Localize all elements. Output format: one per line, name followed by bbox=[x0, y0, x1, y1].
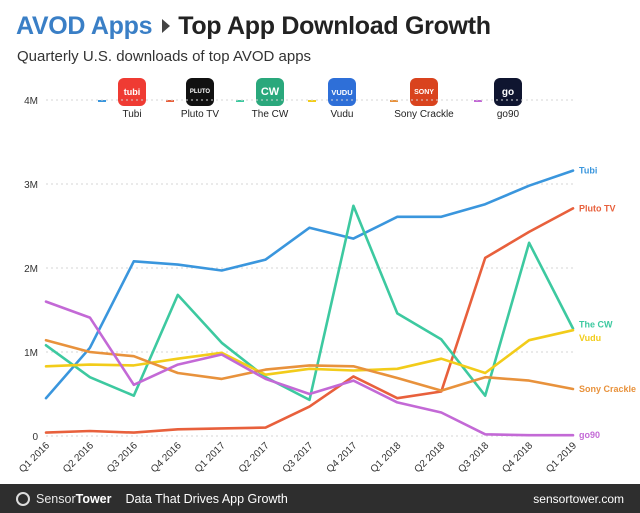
footer-url[interactable]: sensortower.com bbox=[533, 492, 624, 506]
x-tick-label: Q1 2017 bbox=[193, 440, 228, 475]
legend-label-the-cw: The CW bbox=[251, 109, 289, 120]
go90-app-icon: go bbox=[494, 78, 522, 106]
legend-line-vudu bbox=[308, 100, 316, 102]
legend: tubi Tubi PLUTO Pluto TV CW The CW VUDU … bbox=[0, 76, 640, 126]
series-line-go90 bbox=[44, 300, 575, 437]
x-tick-label: Q4 2016 bbox=[149, 440, 184, 475]
series-end-label-sony-crackle: Sony Crackle bbox=[579, 384, 636, 394]
vudu-app-icon: VUDU bbox=[328, 78, 356, 106]
series-line-tubi bbox=[44, 169, 575, 400]
section-title: AVOD Apps bbox=[16, 11, 153, 40]
chevron-right-icon bbox=[162, 19, 171, 33]
chart-subtitle: Quarterly U.S. downloads of top AVOD app… bbox=[17, 48, 312, 65]
footer-brand-a: Sensor bbox=[36, 491, 76, 506]
y-tick-label: 2M bbox=[24, 264, 38, 275]
x-tick-label: Q4 2017 bbox=[325, 440, 360, 475]
legend-label-go90: go90 bbox=[496, 109, 520, 120]
series-line-sony-crackle bbox=[44, 338, 575, 392]
x-tick-label: Q4 2018 bbox=[500, 440, 535, 475]
series-line-vudu bbox=[44, 328, 575, 377]
legend-line-the-cw bbox=[236, 100, 244, 102]
legend-line-sony-crackle bbox=[390, 100, 398, 102]
legend-label-sony-crackle: Sony Crackle bbox=[394, 109, 454, 120]
legend-line-go90 bbox=[474, 100, 482, 102]
x-tick-label: Q2 2018 bbox=[412, 440, 447, 475]
tubi-app-icon: tubi bbox=[118, 78, 146, 106]
x-tick-label: Q3 2018 bbox=[456, 440, 491, 475]
x-tick-label: Q3 2016 bbox=[105, 440, 140, 475]
x-tick-label: Q1 2016 bbox=[17, 440, 52, 475]
line-chart: 0 1M 2M 3M 4M Q1 2016 Q2 2016 Q3 2016 Q4 2016 Q1 … bbox=[17, 96, 636, 475]
y-tick-label: 0 bbox=[32, 432, 38, 443]
x-tick-label: Q3 2017 bbox=[281, 440, 316, 475]
y-tick-label: 1M bbox=[24, 348, 38, 359]
x-tick-label: Q2 2017 bbox=[237, 440, 272, 475]
series-end-label-vudu: Vudu bbox=[579, 333, 601, 343]
y-tick-label: 3M bbox=[24, 180, 38, 191]
x-tick-label: Q2 2016 bbox=[61, 440, 96, 475]
footer-tagline: Data That Drives App Growth bbox=[125, 491, 288, 506]
footer-brand: SensorTower bbox=[36, 492, 112, 506]
legend-line-tubi bbox=[98, 100, 106, 102]
footer: SensorTower Data That Drives App Growth … bbox=[0, 484, 640, 513]
sony-crackle-app-icon: SONY bbox=[410, 78, 438, 106]
series-line-the-cw bbox=[44, 204, 575, 402]
pluto-tv-app-icon: PLUTO bbox=[186, 78, 214, 106]
y-tick-label: 4M bbox=[24, 96, 38, 107]
legend-label-pluto-tv: Pluto TV bbox=[180, 109, 220, 120]
series-end-label-the-cw: The CW bbox=[579, 319, 613, 329]
series-end-label-tubi: Tubi bbox=[579, 166, 597, 176]
legend-line-pluto-tv bbox=[166, 100, 174, 102]
sensortower-logo-icon bbox=[16, 491, 30, 506]
series-end-label-go90: go90 bbox=[579, 430, 600, 440]
header: AVOD Apps Top App Download Growth bbox=[16, 8, 491, 44]
series-end-label-pluto-tv: Pluto TV bbox=[579, 203, 616, 213]
x-tick-label: Q1 2018 bbox=[369, 440, 404, 475]
page-title: Top App Download Growth bbox=[178, 11, 491, 40]
footer-brand-b: Tower bbox=[75, 491, 112, 506]
x-tick-label: Q1 2019 bbox=[544, 440, 579, 475]
series-line-pluto-tv bbox=[44, 207, 575, 434]
legend-label-vudu: Vudu bbox=[330, 109, 354, 120]
legend-label-tubi: Tubi bbox=[122, 109, 142, 120]
the-cw-app-icon: CW bbox=[256, 78, 284, 106]
